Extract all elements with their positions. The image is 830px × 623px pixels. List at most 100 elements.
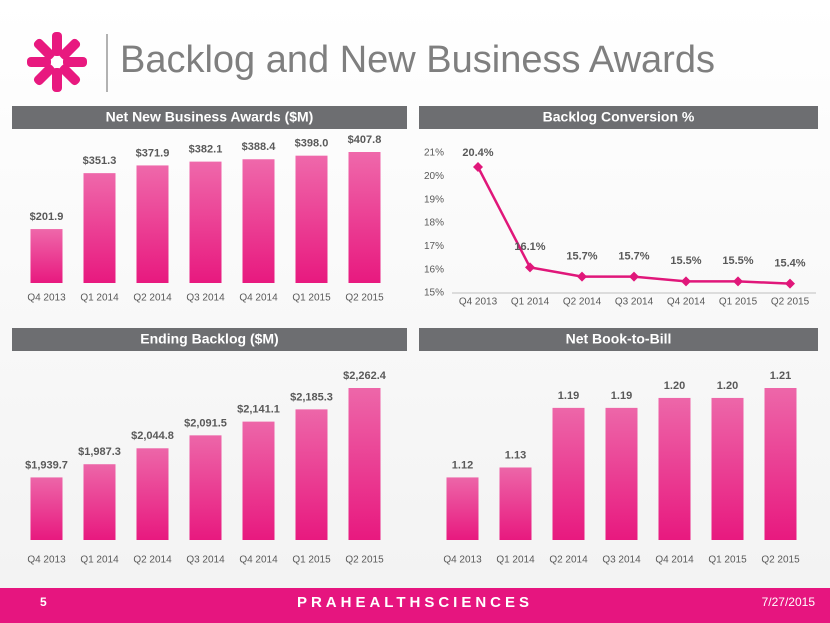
bar: [83, 464, 116, 540]
x-tick-label: Q2 2014: [563, 297, 602, 308]
x-tick-label: Q3 2014: [615, 297, 654, 308]
x-tick-label: Q2 2014: [549, 555, 588, 566]
x-tick-label: Q4 2013: [459, 297, 498, 308]
bar: [242, 421, 275, 540]
x-tick-label: Q1 2014: [80, 293, 119, 304]
bar: [764, 388, 797, 540]
x-tick-label: Q3 2014: [602, 555, 641, 566]
value-label: 20.4%: [462, 147, 493, 159]
value-label: 1.19: [558, 390, 579, 402]
chart-title: Net Book-to-Bill: [566, 331, 672, 347]
value-label: $407.8: [348, 134, 382, 146]
value-label: $371.9: [136, 147, 170, 159]
footer-bar: [0, 588, 830, 623]
y-tick-label: 19%: [424, 194, 444, 205]
logo: [27, 32, 87, 92]
value-label: 16.1%: [514, 241, 545, 253]
value-label: $1,987.3: [78, 446, 121, 458]
x-tick-label: Q4 2014: [239, 293, 278, 304]
x-tick-label: Q2 2015: [345, 555, 384, 566]
slide-title: Backlog and New Business Awards: [120, 39, 715, 81]
y-tick-label: 17%: [424, 241, 444, 252]
value-label: $2,262.4: [343, 370, 387, 382]
value-label: 1.20: [664, 380, 685, 392]
y-tick-label: 20%: [424, 171, 444, 182]
bar: [295, 409, 328, 540]
x-tick-label: Q2 2015: [761, 555, 800, 566]
value-label: $2,141.1: [237, 404, 280, 416]
x-tick-label: Q1 2014: [496, 555, 535, 566]
bar: [295, 155, 328, 283]
value-label: 15.5%: [722, 255, 753, 267]
value-label: $388.4: [242, 141, 277, 153]
x-tick-label: Q4 2014: [239, 555, 278, 566]
marker: [629, 271, 639, 282]
marker: [473, 162, 483, 172]
bar: [605, 407, 638, 540]
y-tick-label: 21%: [424, 148, 444, 159]
bar: [348, 152, 381, 283]
value-label: 15.7%: [618, 251, 649, 263]
page-number: 5: [40, 595, 47, 609]
marker: [733, 276, 743, 287]
bar: [30, 229, 63, 283]
value-label: $351.3: [83, 155, 117, 167]
value-label: 1.21: [770, 370, 791, 382]
y-tick-label: 18%: [424, 218, 444, 229]
chart-title: Ending Backlog ($M): [140, 331, 278, 347]
y-tick-label: 16%: [424, 264, 444, 275]
marker: [577, 271, 587, 282]
panel-header: [419, 328, 818, 351]
bar: [658, 397, 691, 540]
bar: [348, 388, 381, 540]
value-label: 1.19: [611, 390, 632, 402]
x-tick-label: Q4 2013: [27, 555, 66, 566]
x-tick-label: Q3 2014: [186, 293, 225, 304]
bar: [552, 407, 585, 540]
marker: [681, 276, 691, 287]
bar: [136, 448, 169, 540]
value-label: $398.0: [295, 138, 329, 150]
value-label: 15.7%: [566, 251, 597, 263]
panel-header: [419, 106, 818, 129]
bar: [499, 467, 532, 540]
x-tick-label: Q4 2014: [667, 297, 706, 308]
x-tick-label: Q1 2015: [708, 555, 747, 566]
y-tick-label: 15%: [424, 288, 444, 299]
bar: [136, 165, 169, 283]
x-tick-label: Q2 2014: [133, 555, 172, 566]
brand: PRAHEALTHSCIENCES: [297, 594, 533, 611]
bar: [189, 161, 222, 283]
x-tick-label: Q2 2014: [133, 293, 172, 304]
value-label: 1.12: [452, 459, 473, 471]
value-label: $2,185.3: [290, 391, 333, 403]
value-label: $201.9: [30, 211, 64, 223]
panel-header: [12, 106, 407, 129]
x-tick-label: Q1 2015: [292, 555, 331, 566]
x-tick-label: Q4 2014: [655, 555, 694, 566]
value-label: $1,939.7: [25, 459, 68, 471]
bar: [446, 477, 479, 540]
marker: [785, 278, 795, 289]
bar: [242, 159, 275, 283]
date: 7/27/2015: [762, 595, 816, 609]
value-label: 1.13: [505, 449, 526, 461]
x-tick-label: Q3 2014: [186, 555, 225, 566]
bar: [30, 477, 63, 540]
x-tick-label: Q4 2013: [443, 555, 482, 566]
x-tick-label: Q1 2015: [719, 297, 758, 308]
value-label: 1.20: [717, 380, 738, 392]
x-tick-label: Q2 2015: [771, 297, 810, 308]
bar: [711, 397, 744, 540]
marker: [525, 262, 535, 273]
bar: [83, 173, 116, 283]
value-label: 15.4%: [774, 258, 805, 270]
x-tick-label: Q2 2015: [345, 293, 384, 304]
value-label: $2,044.8: [131, 430, 174, 442]
value-label: $2,091.5: [184, 417, 227, 429]
x-tick-label: Q1 2014: [80, 555, 119, 566]
value-label: 15.5%: [670, 255, 701, 267]
x-tick-label: Q4 2013: [27, 293, 66, 304]
